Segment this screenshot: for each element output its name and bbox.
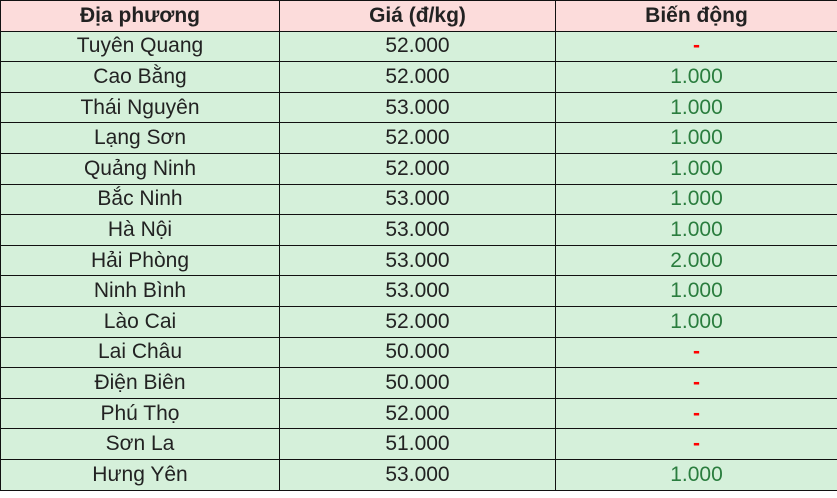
header-price: Giá (đ/kg)	[279, 0, 556, 32]
price-cell: 53.000	[279, 183, 556, 216]
change-cell: -	[555, 336, 837, 369]
price-cell: 51.000	[279, 428, 556, 460]
location-cell: Ninh Bình	[0, 275, 280, 307]
table-row: Thái Nguyên 53.000 1.000	[0, 91, 837, 124]
price-cell: 52.000	[279, 397, 556, 430]
table-row: Hải Phòng 53.000 2.000	[0, 244, 837, 277]
location-cell: Cao Bằng	[0, 61, 280, 93]
table-row: Sơn La 51.000-	[0, 428, 837, 460]
location-cell: Bắc Ninh	[0, 183, 280, 216]
table-row: Hưng Yên 53.000 1.000	[0, 458, 837, 491]
table-row: Lào Cai 52.000 1.000	[0, 305, 837, 338]
change-cell: 1.000	[555, 122, 837, 154]
header-location: Địa phương	[0, 0, 280, 32]
location-cell: Phú Thọ	[0, 397, 280, 430]
change-cell: -	[555, 30, 837, 63]
price-cell: 52.000	[279, 30, 556, 63]
price-cell: 50.000	[279, 336, 556, 369]
table-row: Phú Thọ 52.000-	[0, 397, 837, 430]
header-row: Địa phương Giá (đ/kg) Biến động	[0, 0, 837, 32]
change-cell: 1.000	[555, 152, 837, 185]
location-cell: Lai Châu	[0, 336, 280, 369]
change-cell: -	[555, 428, 837, 460]
price-cell: 50.000	[279, 367, 556, 399]
location-cell: Quảng Ninh	[0, 152, 280, 185]
table-row: Ninh Bình 53.000 1.000	[0, 275, 837, 307]
price-cell: 53.000	[279, 458, 556, 491]
table-row: Bắc Ninh 53.000 1.000	[0, 183, 837, 216]
location-cell: Điện Biên	[0, 367, 280, 399]
location-cell: Lào Cai	[0, 305, 280, 338]
table-row: Điện Biên 50.000-	[0, 367, 837, 399]
change-cell: 1.000	[555, 275, 837, 307]
change-cell: 1.000	[555, 183, 837, 216]
price-cell: 52.000	[279, 305, 556, 338]
location-cell: Lạng Sơn	[0, 122, 280, 154]
price-cell: 53.000	[279, 244, 556, 277]
price-cell: 52.000	[279, 61, 556, 93]
location-cell: Thái Nguyên	[0, 91, 280, 124]
table-row: Cao Bằng 52.000 1.000	[0, 61, 837, 93]
change-cell: 1.000	[555, 214, 837, 246]
location-cell: Tuyên Quang	[0, 30, 280, 63]
change-cell: 2.000	[555, 244, 837, 277]
table-row: Lạng Sơn 52.000 1.000	[0, 122, 837, 154]
change-cell: 1.000	[555, 91, 837, 124]
location-cell: Sơn La	[0, 428, 280, 460]
change-cell: 1.000	[555, 305, 837, 338]
price-cell: 52.000	[279, 122, 556, 154]
change-cell: -	[555, 367, 837, 399]
header-change: Biến động	[555, 0, 837, 32]
table-row: Quảng Ninh 52.000 1.000	[0, 152, 837, 185]
location-cell: Hải Phòng	[0, 244, 280, 277]
change-cell: -	[555, 397, 837, 430]
table-row: Lai Châu 50.000-	[0, 336, 837, 369]
change-cell: 1.000	[555, 458, 837, 491]
location-cell: Hưng Yên	[0, 458, 280, 491]
change-cell: 1.000	[555, 61, 837, 93]
price-cell: 52.000	[279, 152, 556, 185]
table-row: Tuyên Quang 52.000-	[0, 30, 837, 63]
table-row: Hà Nội 53.000 1.000	[0, 214, 837, 246]
price-cell: 53.000	[279, 275, 556, 307]
price-cell: 53.000	[279, 214, 556, 246]
price-cell: 53.000	[279, 91, 556, 124]
location-cell: Hà Nội	[0, 214, 280, 246]
